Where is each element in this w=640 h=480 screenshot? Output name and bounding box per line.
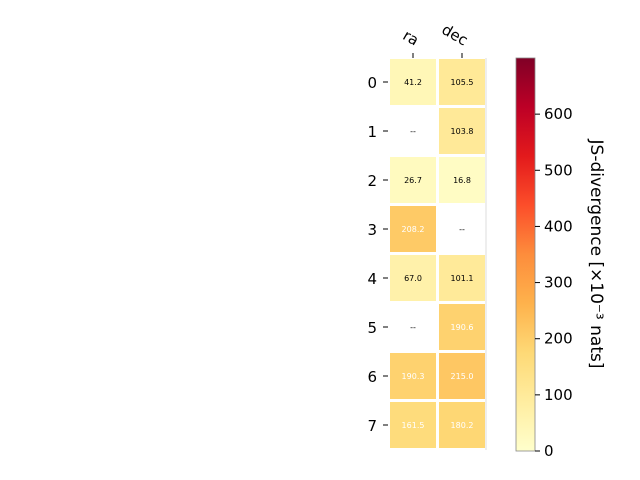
heatmap-cell-label: 105.5 [451,78,474,87]
heatmap-cell [390,157,436,203]
colorbar-tick-label: 200 [544,330,573,348]
heatmap-cell-label: 161.5 [402,421,425,430]
colorbar-tick-label: 400 [544,217,573,235]
heatmap-cell-label: 190.3 [402,372,425,381]
colorbar-tick-label: 0 [544,442,554,460]
row-tick-label: 2 [367,172,377,190]
colorbar-label: JS-divergence [×10⁻³ nats] [586,139,606,369]
colorbar-gradient [515,57,536,452]
row-tick-label: 5 [367,319,377,337]
row-tick-label: 1 [367,123,377,141]
heatmap-cell [390,206,436,252]
heatmap-cell-label: -- [459,225,465,234]
heatmap-cell-label: 215.0 [451,372,474,381]
heatmap-cell [390,402,436,448]
heatmap-cell-label: 103.8 [451,127,474,136]
heatmap-cell-label: 67.0 [404,274,422,283]
heatmap-cell [439,157,485,203]
heatmap-cell [390,353,436,399]
colorbar-tick-label: 600 [544,105,573,123]
heatmap-cell-label: 41.2 [404,78,422,87]
heatmap-cells: 41.2 105.5 -- 103.8 26.7 16.8 208.2 -- 67.0 101.1… [390,58,487,450]
heatmap-cell [439,402,485,448]
heatmap-cell [439,353,485,399]
heatmap-cell-label: 26.7 [404,176,422,185]
colorbar-ticks: 0 100 200 300 400 500 600 [535,105,573,460]
heatmap-cell-label: 190.6 [451,323,474,332]
column-tick-label: ra [400,26,422,49]
row-tick-label: 3 [367,221,377,239]
heatmap-cell-label: 208.2 [402,225,425,234]
colorbar-tick-label: 300 [544,274,573,292]
heatmap-cell [390,255,436,301]
heatmap-cell-label: 180.2 [451,421,474,430]
heatmap-axes: 0 1 2 3 4 5 6 7 ra dec [367,20,471,435]
heatmap-cell [439,59,485,105]
heatmap-cell-label: 16.8 [453,176,471,185]
row-tick-label: 4 [367,270,377,288]
colorbar-tick-label: 500 [544,161,573,179]
column-tick-label: dec [439,20,471,49]
heatmap-cell [439,304,485,350]
row-tick-label: 7 [367,417,377,435]
heatmap-cell-label: -- [410,323,416,332]
colorbar: 0 100 200 300 400 500 600 JS-divergence [×10⁻³… [515,57,606,460]
row-tick-label: 0 [367,74,377,92]
heatmap-cell-label: -- [410,127,416,136]
row-tick-label: 6 [367,368,377,386]
heatmap-cell [439,255,485,301]
heatmap-cell [390,59,436,105]
heatmap-cell-label: 101.1 [451,274,474,283]
heatmap-cell [439,108,485,154]
colorbar-tick-label: 100 [544,386,573,404]
